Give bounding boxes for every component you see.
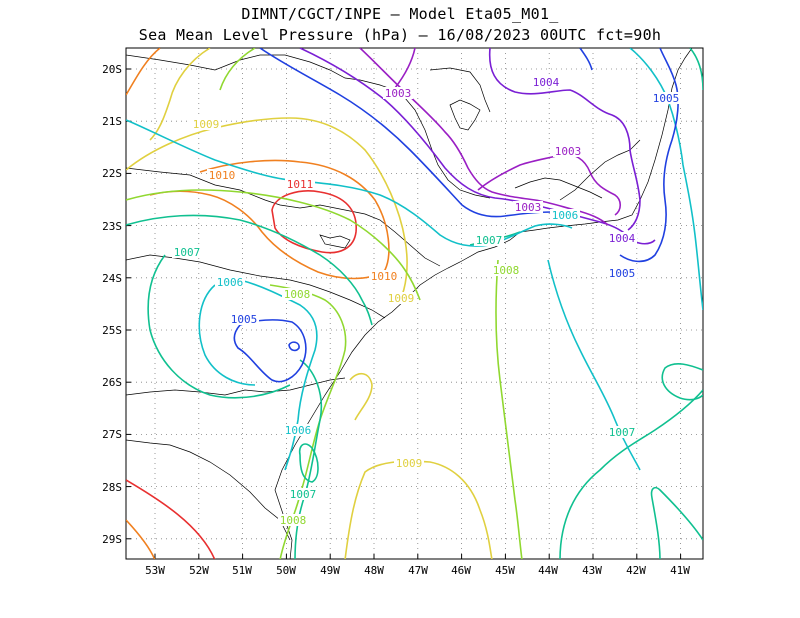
isobar-label: 1003: [555, 145, 582, 158]
isobar-label: 1009: [388, 292, 415, 305]
isobar-label: 1006: [285, 424, 312, 437]
isobar-1007: [661, 363, 703, 401]
lake: [319, 234, 351, 249]
isobar-1006: [198, 284, 256, 386]
lat-tick-label: 25S: [102, 324, 122, 337]
lat-tick-label: 22S: [102, 167, 122, 180]
coastline-and-borders: [126, 48, 693, 559]
state-border: [514, 177, 603, 199]
lon-tick-label: 41W: [670, 564, 690, 577]
state-border: [126, 167, 441, 267]
isobar-1007: [126, 214, 373, 326]
lat-tick-label: 27S: [102, 428, 122, 441]
isobar-label: 1005: [653, 92, 680, 105]
isobar-label: 1007: [174, 246, 201, 259]
isobar-1003: [477, 153, 622, 216]
isobar-1006: [126, 119, 573, 247]
longitude-axis: 53W 52W 51W 50W 49W 48W 47W 46W 45W 44W …: [145, 564, 690, 577]
isobar-1009: [344, 460, 493, 559]
lat-tick-label: 24S: [102, 272, 122, 285]
isobar-label: 1009: [396, 457, 423, 470]
isobar-label: 1006: [217, 276, 244, 289]
lon-tick-label: 47W: [408, 564, 428, 577]
lat-tick-label: 28S: [102, 481, 122, 494]
isobar-1005: [259, 48, 553, 218]
isobar-1008: [495, 259, 523, 559]
isobar-1008: [269, 284, 347, 559]
isobar-1009: [149, 48, 211, 141]
isobar-1005: [288, 341, 300, 352]
lon-tick-label: 45W: [495, 564, 515, 577]
isobar-1010: [126, 48, 161, 96]
isobar-1007: [147, 254, 291, 399]
isobar-1009: [349, 372, 373, 421]
isobar-1007: [559, 389, 703, 559]
isobar-1008: [219, 48, 256, 91]
isobar-label: 1009: [193, 118, 220, 131]
lat-tick-label: 26S: [102, 376, 122, 389]
isobar-1005: [579, 48, 593, 71]
lat-tick-label: 29S: [102, 533, 122, 546]
isobar-1005: [233, 319, 307, 383]
isobar-1006: [547, 259, 641, 471]
lon-tick-label: 50W: [276, 564, 296, 577]
isobar-1009: [126, 117, 408, 301]
isobar-label: 1007: [609, 426, 636, 439]
isobar-1007: [650, 486, 703, 559]
lat-tick-label: 21S: [102, 115, 122, 128]
isobar-label: 1008: [280, 514, 307, 527]
lon-tick-label: 44W: [538, 564, 558, 577]
isobar-1005: [619, 48, 679, 263]
isobar-1003: [394, 48, 416, 89]
isobar-label: 1006: [552, 209, 579, 222]
isobar-label: 1011: [287, 178, 314, 191]
label-bg: [383, 87, 413, 99]
isobar-1004: [488, 48, 641, 231]
isobar-label: 1010: [209, 169, 236, 182]
isobar-label: 1003: [385, 87, 412, 100]
chart-title-line-2: Sea Mean Level Pressure (hPa) – 16/08/20…: [138, 26, 662, 44]
isobar-label: 1003: [515, 201, 542, 214]
lon-tick-label: 51W: [232, 564, 252, 577]
lat-tick-label: 20S: [102, 63, 122, 76]
isobar-1010: [126, 519, 156, 559]
lon-tick-label: 52W: [189, 564, 209, 577]
isobar-label: 1007: [476, 234, 503, 247]
lon-tick-label: 42W: [626, 564, 646, 577]
isobar-label: 1004: [533, 76, 560, 89]
isobar-1007: [298, 443, 319, 483]
latitude-axis: 20S 21S 22S 23S 24S 25S 26S 27S 28S 29S: [102, 63, 122, 546]
isobar-label: 1005: [609, 267, 636, 280]
lon-tick-label: 43W: [582, 564, 602, 577]
chart-title-line-1: DIMNT/CGCT/INPE – Model Eta05_M01_: [241, 5, 559, 23]
isobar-1008: [126, 189, 421, 301]
lon-tick-label: 49W: [320, 564, 340, 577]
state-border: [126, 439, 291, 541]
lon-tick-label: 48W: [364, 564, 384, 577]
lon-tick-label: 53W: [145, 564, 165, 577]
isobar-label: 1008: [493, 264, 520, 277]
isobar-label: 1005: [231, 313, 258, 326]
isobar-labels: 1003 1004 1005 1003 1003 1006 1004 1005 …: [172, 76, 681, 527]
lake: [449, 99, 481, 131]
lat-tick-label: 23S: [102, 220, 122, 233]
coastline: [274, 48, 693, 559]
isobar-label: 1004: [609, 232, 636, 245]
state-border: [429, 67, 491, 113]
isobar-1006: [629, 48, 703, 311]
isobar-1011: [126, 479, 216, 559]
lon-tick-label: 46W: [451, 564, 471, 577]
isobar-label: 1008: [284, 288, 311, 301]
isobar-1011: [271, 190, 357, 254]
isobar-1007: [689, 48, 703, 91]
state-border: [126, 254, 386, 319]
state-border: [126, 54, 491, 199]
isobar-label: 1010: [371, 270, 398, 283]
isobar-label: 1007: [290, 488, 317, 501]
